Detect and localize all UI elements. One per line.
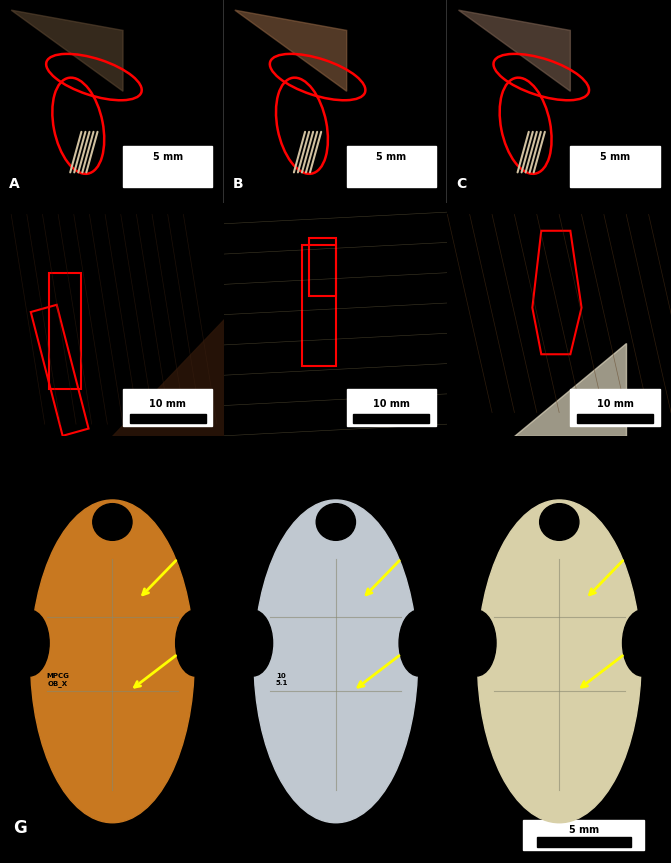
Bar bbox=[123, 389, 213, 426]
Bar bbox=[130, 413, 206, 423]
Text: F: F bbox=[456, 408, 466, 422]
Ellipse shape bbox=[176, 610, 215, 676]
Bar bbox=[570, 146, 660, 186]
Ellipse shape bbox=[623, 610, 662, 676]
Text: C: C bbox=[456, 177, 466, 191]
Polygon shape bbox=[515, 343, 626, 436]
Bar bbox=[130, 174, 206, 183]
Ellipse shape bbox=[316, 504, 356, 540]
Text: 5 mm: 5 mm bbox=[600, 152, 630, 162]
Ellipse shape bbox=[539, 504, 579, 540]
Ellipse shape bbox=[93, 504, 132, 540]
Bar bbox=[537, 837, 631, 847]
Text: 5 mm: 5 mm bbox=[153, 152, 183, 162]
Text: 10 mm: 10 mm bbox=[150, 400, 186, 409]
Bar bbox=[577, 174, 653, 183]
Bar bbox=[577, 413, 653, 423]
Bar bbox=[523, 820, 644, 850]
Bar bbox=[31, 305, 89, 436]
Bar bbox=[570, 389, 660, 426]
Bar bbox=[354, 174, 429, 183]
Ellipse shape bbox=[478, 500, 641, 822]
Polygon shape bbox=[11, 10, 123, 91]
Ellipse shape bbox=[457, 610, 496, 676]
Text: G: G bbox=[13, 819, 27, 837]
Text: 10 mm: 10 mm bbox=[597, 400, 633, 409]
Text: 10
5.1: 10 5.1 bbox=[275, 673, 287, 686]
Polygon shape bbox=[235, 10, 347, 91]
Text: 5 mm: 5 mm bbox=[569, 825, 599, 835]
Bar bbox=[354, 413, 429, 423]
Text: B: B bbox=[233, 177, 244, 191]
Bar bbox=[123, 146, 213, 186]
Ellipse shape bbox=[254, 500, 417, 822]
Ellipse shape bbox=[234, 610, 272, 676]
Text: D: D bbox=[9, 408, 20, 422]
Polygon shape bbox=[458, 10, 570, 91]
Bar bbox=[347, 389, 436, 426]
Text: 5 mm: 5 mm bbox=[376, 152, 407, 162]
Text: E: E bbox=[233, 408, 242, 422]
Ellipse shape bbox=[399, 610, 438, 676]
Text: 10 mm: 10 mm bbox=[373, 400, 410, 409]
Ellipse shape bbox=[10, 610, 49, 676]
Polygon shape bbox=[112, 319, 223, 436]
Ellipse shape bbox=[31, 500, 194, 822]
Text: MPCG
OB_X: MPCG OB_X bbox=[46, 673, 69, 687]
Bar bbox=[347, 146, 436, 186]
Text: A: A bbox=[9, 177, 19, 191]
